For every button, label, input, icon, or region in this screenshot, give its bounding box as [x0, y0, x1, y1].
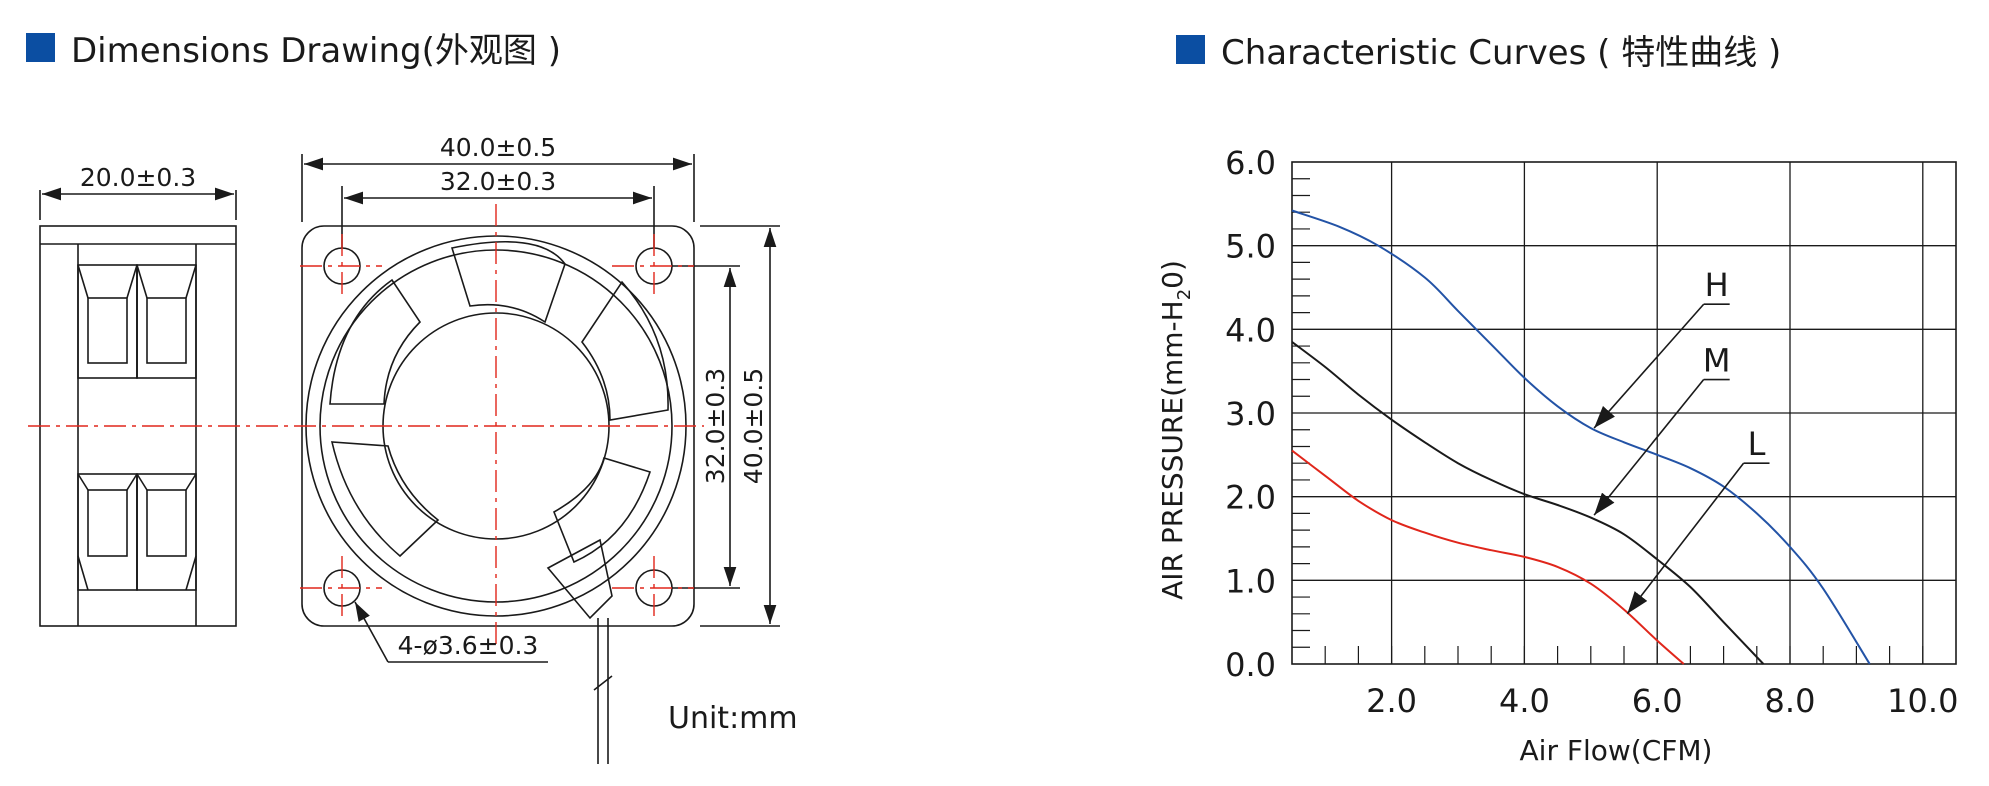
unit-label: Unit:mm	[668, 701, 798, 736]
x-tick-label: 2.0	[1366, 682, 1417, 720]
y-axis-title: AIR PRESSURE(mm-H20)	[1156, 260, 1195, 600]
callout-line-M	[1593, 379, 1705, 516]
x-tick-label: 8.0	[1765, 682, 1816, 720]
series-label-H: H	[1705, 266, 1729, 304]
blue-square-icon	[1176, 35, 1205, 64]
x-axis-title: Air Flow(CFM)	[1520, 734, 1713, 767]
y-tick-label: 3.0	[1225, 395, 1276, 433]
y-tick-label: 4.0	[1225, 311, 1276, 349]
callout-line-H	[1593, 303, 1705, 429]
dim-mounting-holes-label: 4-ø3.6±0.3	[398, 631, 539, 660]
chart-series	[1291, 209, 1871, 665]
y-tick-label: 1.0	[1225, 562, 1276, 600]
curve-L	[1291, 449, 1685, 665]
chart-grid	[1291, 161, 1957, 665]
x-tick-label: 6.0	[1632, 682, 1683, 720]
series-label-L: L	[1748, 425, 1766, 463]
series-label-M: M	[1703, 342, 1731, 380]
y-tick-label: 0.0	[1225, 646, 1276, 684]
callout-line-L	[1626, 462, 1745, 615]
x-tick-label: 10.0	[1887, 682, 1958, 720]
dim-depth-label: 20.0±0.3	[80, 163, 196, 192]
y-tick-label: 6.0	[1225, 144, 1276, 182]
dim-width-hole-label: 32.0±0.3	[440, 167, 556, 196]
y-tick-label: 2.0	[1225, 479, 1276, 517]
dim-height-outer-label: 40.0±0.5	[739, 368, 768, 484]
center-lines	[28, 204, 704, 646]
section-title-curves: Characteristic Curves ( 特性曲线 )	[1221, 33, 1782, 73]
chart-labels: 0.0 1.0 2.0 3.0 4.0 5.0 6.0 2.0 4.0 6.0 8.0 10.0 HM L	[1225, 144, 1958, 720]
section-title-dimensions: Dimensions Drawing(外观图 )	[71, 31, 561, 71]
y-tick-label: 5.0	[1225, 228, 1276, 266]
curve-M	[1291, 341, 1765, 665]
blue-square-icon	[26, 33, 55, 62]
dim-width-outer-label: 40.0±0.5	[440, 133, 556, 162]
curve-H	[1291, 209, 1871, 665]
section-header-curves: Characteristic Curves ( 特性曲线 )	[1176, 25, 1781, 74]
dimension-lines	[39, 154, 780, 663]
section-header-dimensions: Dimensions Drawing(外观图 )	[26, 23, 561, 72]
x-tick-label: 4.0	[1499, 682, 1550, 720]
dim-height-hole-label: 32.0±0.3	[701, 368, 730, 484]
